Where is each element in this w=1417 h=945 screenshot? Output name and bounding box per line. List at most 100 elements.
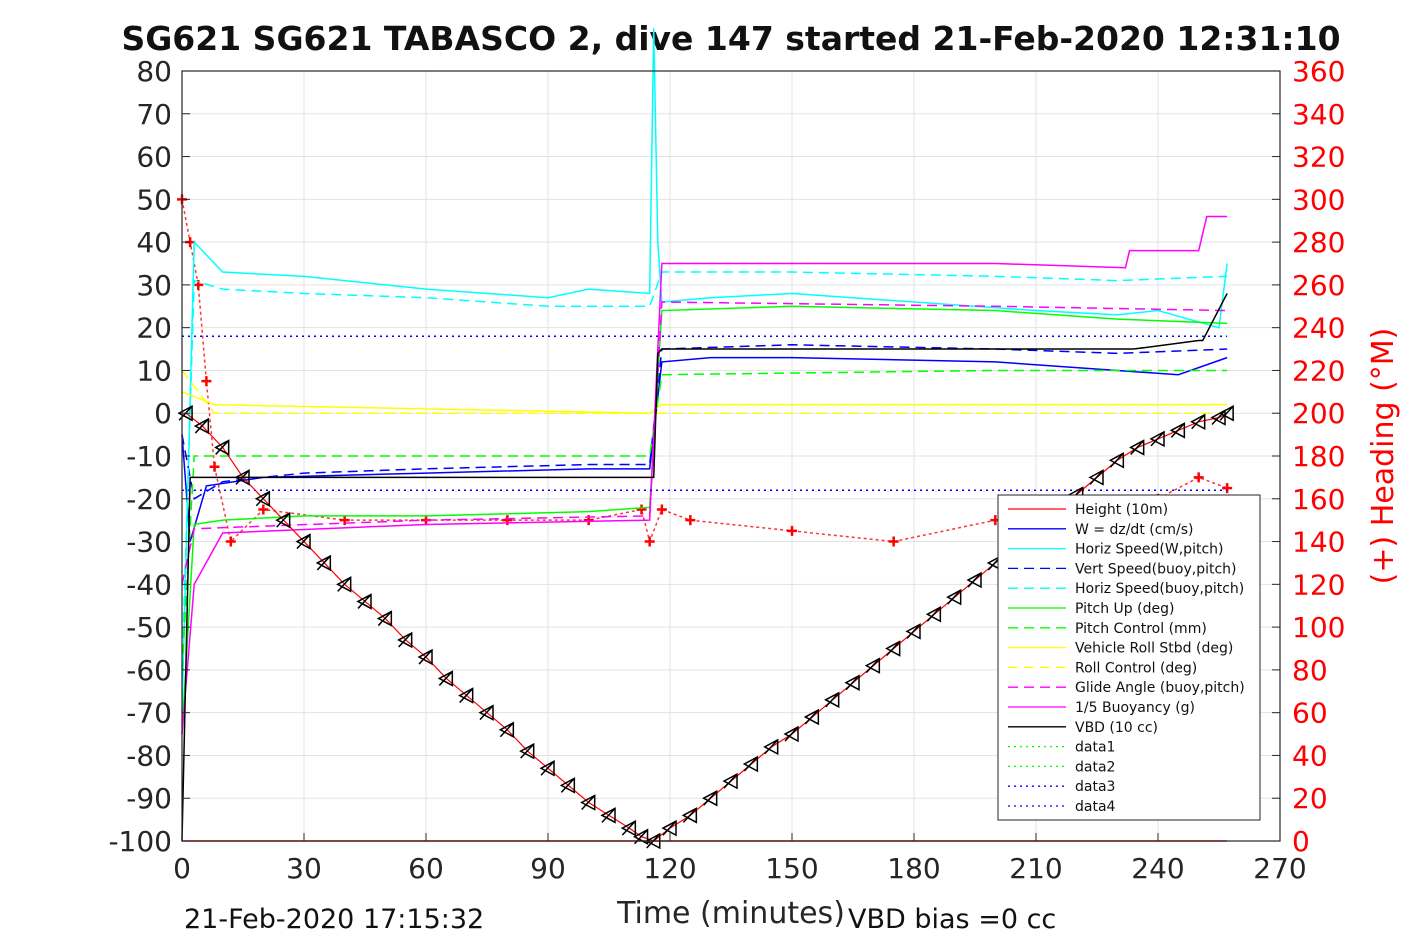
left-axis: 80 70 60 50 40 30 20 10 0 -10 -20 -30 -40 -50 -60 -70 -8… bbox=[108, 55, 190, 858]
depth-marker bbox=[600, 807, 616, 824]
y-tick-label: -20 bbox=[126, 483, 172, 516]
y-tick-label: 60 bbox=[136, 141, 172, 174]
y-tick-label: 80 bbox=[136, 55, 172, 88]
y-right-tick-label: 140 bbox=[1292, 526, 1345, 559]
depth-marker bbox=[946, 588, 962, 606]
y-right-tick-label: 340 bbox=[1292, 98, 1345, 131]
x-tick-label: 180 bbox=[887, 852, 940, 885]
y-tick-label: -70 bbox=[126, 697, 172, 730]
y-tick-label: 70 bbox=[136, 98, 172, 131]
legend-label: Pitch Control (mm) bbox=[1075, 621, 1207, 637]
y-right-tick-label: 260 bbox=[1292, 269, 1345, 302]
depth-marker bbox=[397, 631, 413, 649]
series-line-roll-control-deg bbox=[181, 369, 1228, 414]
x-tick-label: 150 bbox=[765, 852, 818, 885]
x-tick-label: 270 bbox=[1253, 852, 1306, 885]
y-tick-label: 20 bbox=[136, 312, 172, 345]
heading-point bbox=[1222, 483, 1233, 494]
heading-point bbox=[1193, 472, 1204, 483]
legend-label: Height (10m) bbox=[1075, 502, 1168, 518]
x-tick-label: 210 bbox=[1009, 852, 1062, 885]
legend-label: Horiz Speed(W,pitch) bbox=[1075, 542, 1223, 558]
legend-label: data2 bbox=[1075, 759, 1115, 775]
depth-marker bbox=[336, 576, 352, 593]
legend: Height (10m) W = dz/dt (cm/s) Horiz Speed(… bbox=[997, 494, 1261, 821]
y-tick-label: -60 bbox=[126, 654, 172, 687]
legend-label: Glide Angle (buoy,pitch) bbox=[1075, 680, 1245, 696]
y-tick-label: -100 bbox=[108, 825, 172, 858]
depth-marker bbox=[1169, 422, 1186, 439]
legend-label: VBD (10 cc) bbox=[1075, 720, 1158, 736]
y-right-tick-label: 200 bbox=[1292, 397, 1345, 430]
depth-marker bbox=[437, 670, 454, 687]
x-tick-label: 0 bbox=[173, 852, 191, 885]
heading-point bbox=[656, 504, 667, 515]
depth-marker bbox=[356, 593, 372, 610]
depth-marker bbox=[1149, 430, 1165, 448]
y-right-tick-label: 280 bbox=[1292, 226, 1345, 259]
y-right-tick-label: 100 bbox=[1292, 611, 1345, 644]
y-right-tick-label: 20 bbox=[1292, 782, 1328, 815]
legend-label: Vehicle Roll Stbd (deg) bbox=[1075, 641, 1233, 657]
depth-marker bbox=[1108, 452, 1125, 469]
depth-marker bbox=[376, 610, 393, 627]
depth-marker bbox=[295, 533, 311, 550]
depth-marker bbox=[620, 819, 637, 837]
depth-marker bbox=[275, 511, 291, 529]
y-right-tick-label: 120 bbox=[1292, 568, 1345, 601]
chart-title: SG621 SG621 TABASCO 2, dive 147 started … bbox=[121, 19, 1340, 58]
x-tick-label: 120 bbox=[643, 852, 696, 885]
y-right-tick-label: 80 bbox=[1292, 654, 1328, 687]
y-tick-label: -30 bbox=[126, 526, 172, 559]
y-tick-label: 30 bbox=[136, 269, 172, 302]
depth-marker bbox=[803, 708, 820, 726]
legend-label: data4 bbox=[1075, 799, 1116, 815]
y-tick-label: 10 bbox=[136, 354, 172, 387]
legend-label: data1 bbox=[1075, 740, 1115, 756]
depth-marker bbox=[661, 819, 677, 837]
depth-marker bbox=[1218, 404, 1234, 422]
y-tick-label: 50 bbox=[136, 183, 172, 216]
depth-marker bbox=[580, 794, 596, 811]
series-line-pitch-control-mm bbox=[181, 369, 1228, 670]
depth-marker bbox=[519, 742, 535, 760]
depth-marker bbox=[214, 439, 230, 456]
legend-label: Pitch Up (deg) bbox=[1075, 601, 1174, 617]
heading-point bbox=[685, 515, 696, 526]
series-line-vbd-10-cc bbox=[181, 293, 1228, 842]
y-right-tick-label: 320 bbox=[1292, 141, 1345, 174]
depth-marker bbox=[864, 657, 881, 674]
depth-marker bbox=[742, 755, 759, 773]
y-right-tick-label: 220 bbox=[1292, 354, 1345, 387]
y-right-tick-label: 40 bbox=[1292, 739, 1328, 772]
depth-marker bbox=[824, 691, 840, 709]
depth-marker bbox=[885, 640, 901, 657]
y-right-tick-label: 180 bbox=[1292, 440, 1345, 473]
legend-label: Vert Speed(buoy,pitch) bbox=[1075, 561, 1237, 577]
depth-marker bbox=[315, 554, 332, 572]
series-line-horiz-speed-w-pitch bbox=[181, 28, 1228, 713]
y-right-tick-label: 60 bbox=[1292, 697, 1328, 730]
footer-timestamp: 21-Feb-2020 17:15:32 bbox=[184, 904, 484, 935]
y-tick-label: -40 bbox=[126, 568, 172, 601]
depth-marker bbox=[498, 721, 515, 739]
depth-marker bbox=[722, 772, 738, 790]
depth-marker bbox=[681, 807, 698, 824]
depth-marker bbox=[458, 687, 474, 704]
depth-marker bbox=[193, 417, 210, 435]
depth-marker bbox=[925, 606, 942, 623]
x-tick-label: 30 bbox=[286, 852, 322, 885]
y-right-tick-label: 240 bbox=[1292, 312, 1345, 345]
series-line-horiz-speed-buoy-pitch bbox=[181, 271, 1228, 670]
depth-marker bbox=[417, 648, 433, 666]
depth-marker bbox=[559, 777, 576, 794]
depth-marker bbox=[1129, 439, 1145, 456]
depth-marker bbox=[539, 760, 555, 777]
legend-label: Roll Control (deg) bbox=[1075, 660, 1197, 676]
footer-vbd-bias: VBD bias =0 cc bbox=[848, 904, 1056, 935]
y-right-tick-label: 160 bbox=[1292, 483, 1345, 516]
depth-marker bbox=[966, 571, 982, 589]
y-tick-label: 40 bbox=[136, 226, 172, 259]
right-axis-label: (+) Heading (°M) bbox=[1366, 328, 1401, 585]
